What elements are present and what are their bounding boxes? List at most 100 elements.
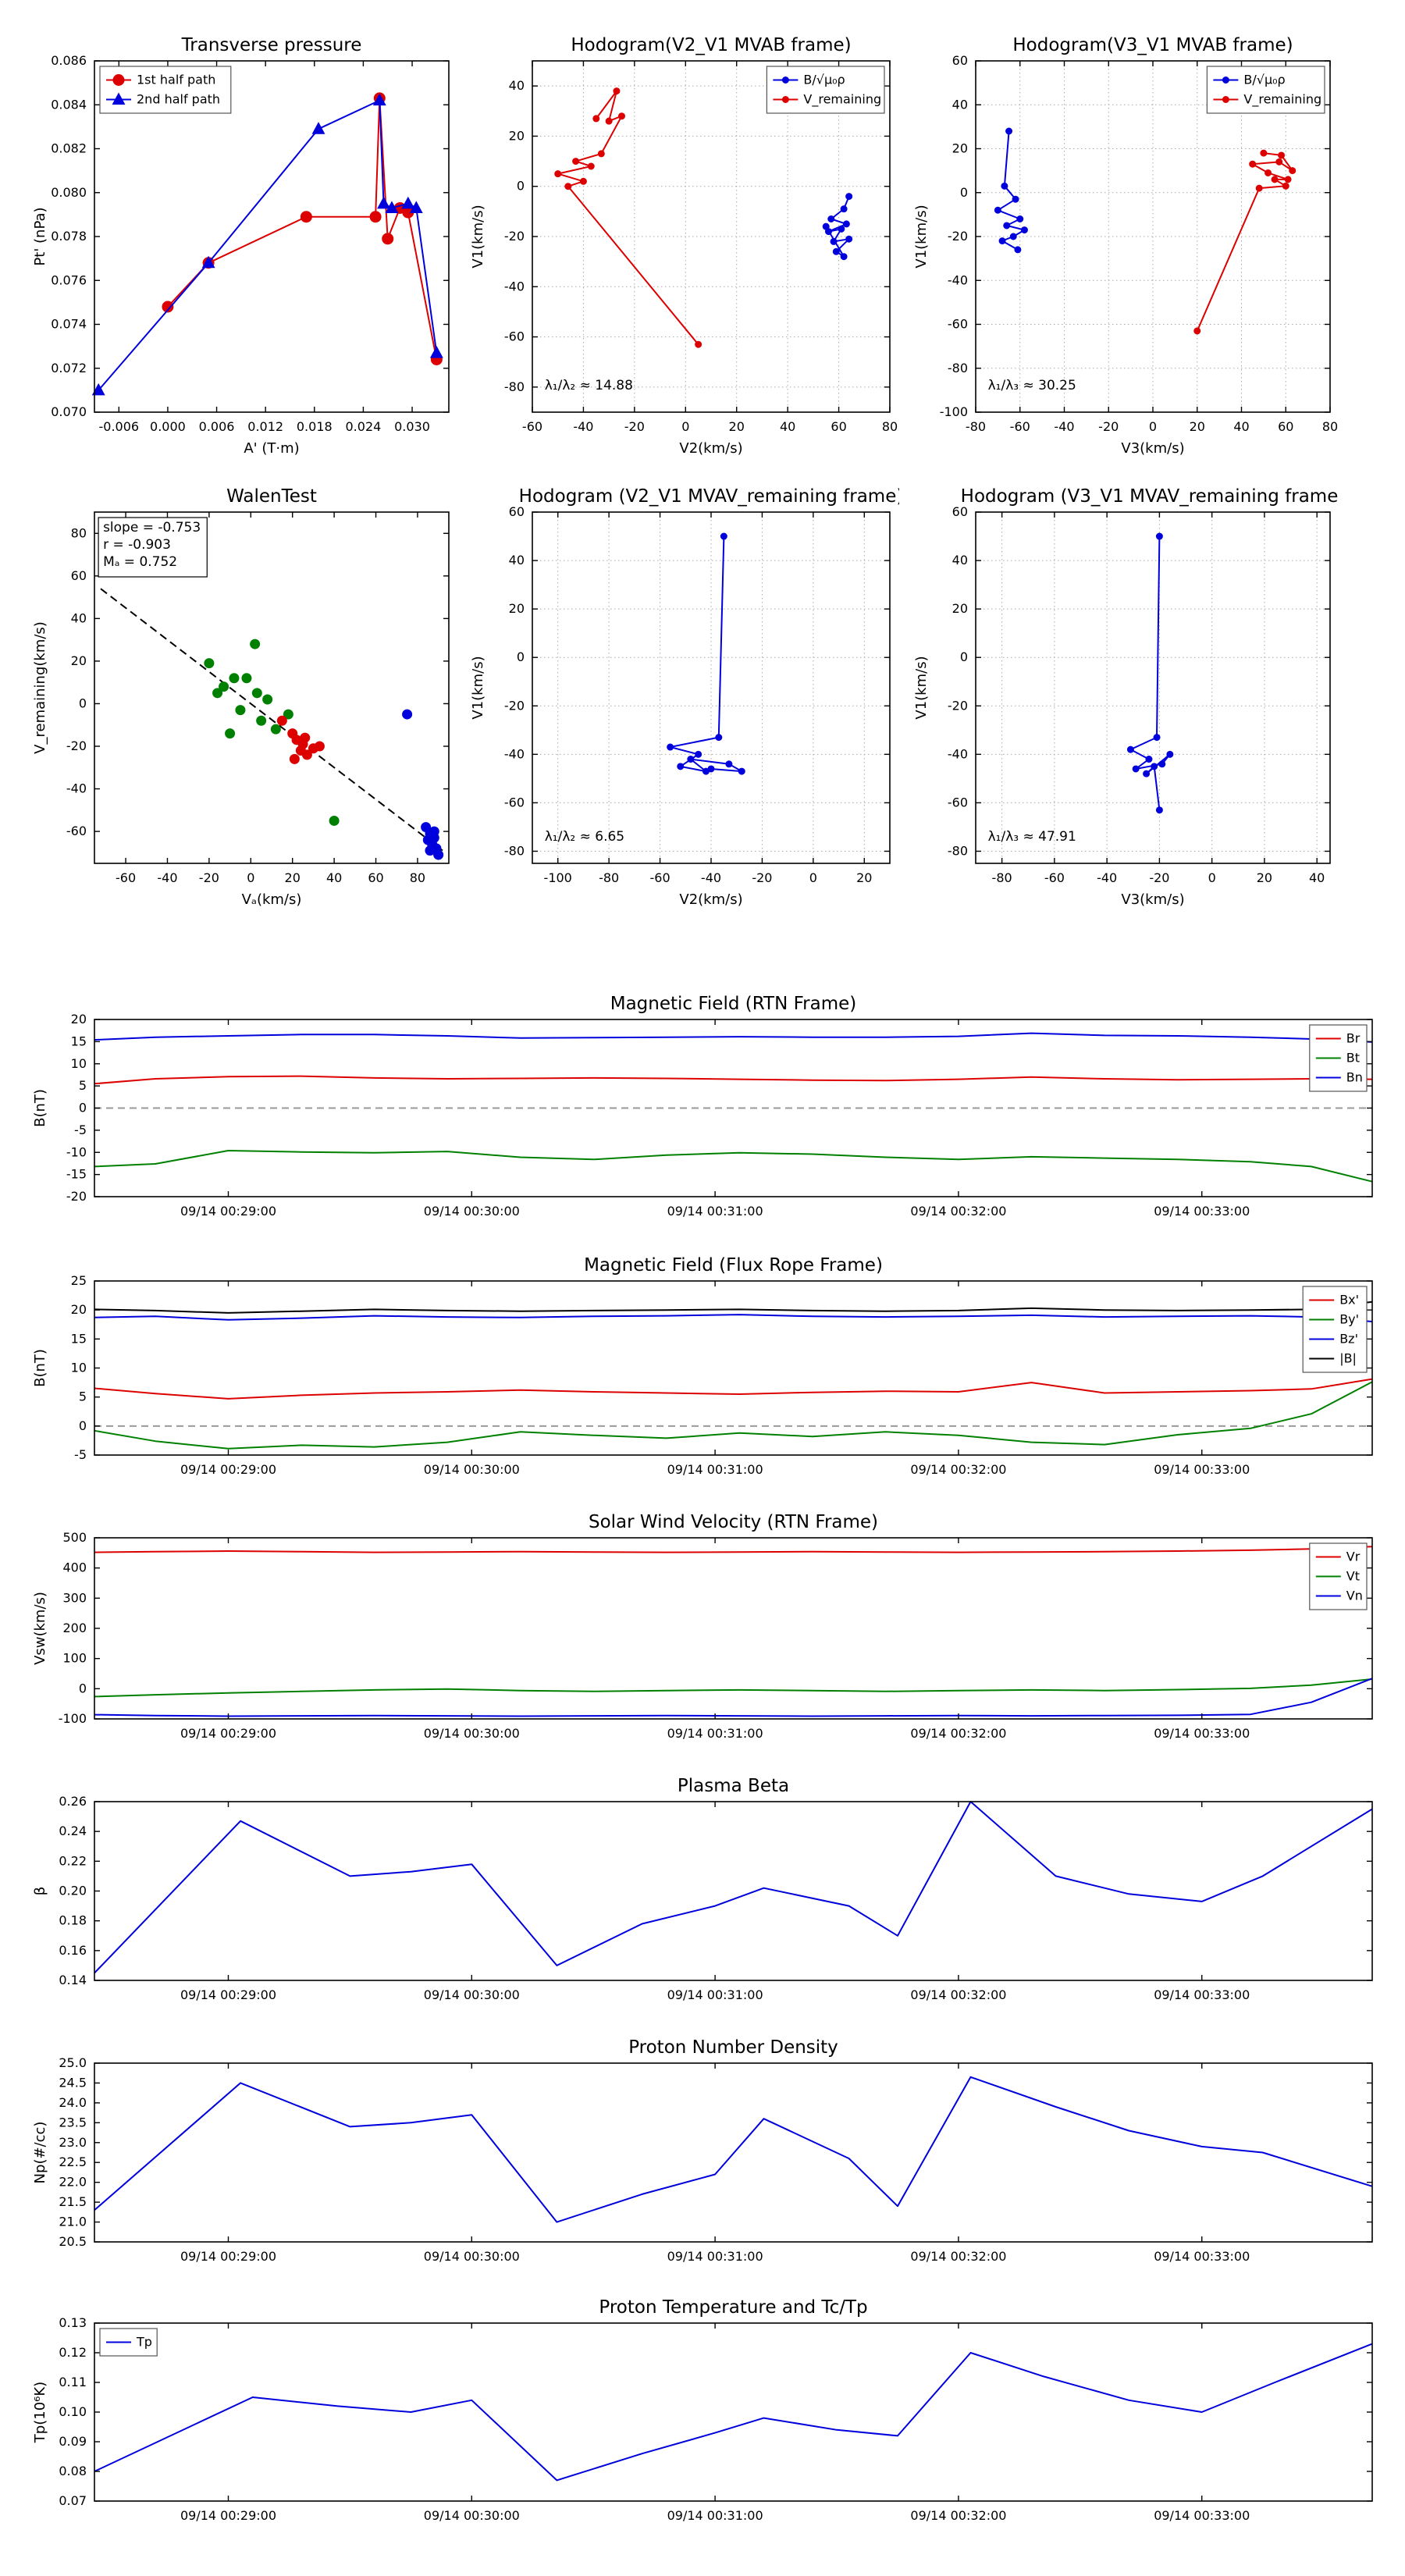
svg-text:V2(km/s): V2(km/s) bbox=[679, 891, 742, 908]
svg-text:Proton Temperature and Tc/Tp: Proton Temperature and Tc/Tp bbox=[599, 2297, 867, 2318]
svg-text:Vsw(km/s): Vsw(km/s) bbox=[32, 1592, 48, 1665]
walen-test-chart: -60 -40 -20 0 20 40 60 80 -60 -40 -20 0 20 40 60 80 Wale… bbox=[32, 486, 450, 908]
svg-text:B/√μ₀ρ: B/√μ₀ρ bbox=[803, 73, 845, 87]
svg-text:0: 0 bbox=[960, 185, 968, 200]
panel-hodogram-v2v1-mvab: -60 -40 -20 0 20 40 60 80 -80 -60 -40 -20 0 20 40 Hodog… bbox=[462, 26, 899, 463]
svg-text:09/14 00:30:00: 09/14 00:30:00 bbox=[424, 2508, 520, 2523]
svg-text:80: 80 bbox=[1322, 419, 1338, 434]
svg-text:Bt: Bt bbox=[1346, 1051, 1360, 1066]
hodogram-v2v1-mvab-chart: -60 -40 -20 0 20 40 60 80 -80 -60 -40 -20 0 20 40 Hodog… bbox=[470, 35, 898, 457]
svg-text:-80: -80 bbox=[966, 419, 986, 434]
svg-text:WalenTest: WalenTest bbox=[226, 486, 317, 507]
proton-density-chart: 09/14 00:29:00 09/14 00:30:00 09/14 00:31:… bbox=[32, 2037, 1373, 2264]
svg-text:V2(km/s): V2(km/s) bbox=[679, 440, 742, 457]
panel-proton-density: 09/14 00:29:00 09/14 00:30:00 09/14 00:31:… bbox=[24, 2032, 1384, 2277]
svg-text:09/14 00:31:00: 09/14 00:31:00 bbox=[667, 1987, 763, 2002]
svg-text:-40: -40 bbox=[504, 279, 525, 294]
svg-text:|B|: |B| bbox=[1339, 1351, 1357, 1366]
svg-text:20: 20 bbox=[729, 419, 745, 434]
svg-text:V1(km/s): V1(km/s) bbox=[913, 656, 930, 719]
svg-text:V3(km/s): V3(km/s) bbox=[1121, 891, 1184, 908]
svg-text:Vt: Vt bbox=[1346, 1569, 1360, 1584]
svg-text:Magnetic Field (Flux Rope Fram: Magnetic Field (Flux Rope Frame) bbox=[584, 1255, 883, 1276]
svg-text:0: 0 bbox=[1208, 870, 1216, 885]
svg-text:Pt' (nPa): Pt' (nPa) bbox=[32, 207, 48, 265]
svg-text:60: 60 bbox=[368, 870, 383, 885]
svg-text:Vn: Vn bbox=[1346, 1589, 1363, 1603]
svg-text:0.074: 0.074 bbox=[51, 317, 87, 332]
svg-text:25: 25 bbox=[71, 1273, 87, 1288]
svg-text:V1(km/s): V1(km/s) bbox=[470, 656, 486, 719]
svg-text:-40: -40 bbox=[66, 781, 87, 796]
svg-text:400: 400 bbox=[62, 1560, 87, 1575]
panel-walen-test: -60 -40 -20 0 20 40 60 80 -60 -40 -20 0 20 40 60 80 Wale… bbox=[24, 477, 458, 914]
svg-text:0.14: 0.14 bbox=[59, 1973, 87, 1987]
panel-magnetic-field-rtn: 09/14 00:29:00 09/14 00:30:00 09/14 00:31:… bbox=[24, 988, 1384, 1232]
svg-text:-80: -80 bbox=[948, 843, 968, 858]
svg-text:V1(km/s): V1(km/s) bbox=[470, 205, 486, 268]
svg-text:-80: -80 bbox=[599, 870, 619, 885]
svg-text:20: 20 bbox=[71, 1012, 87, 1026]
svg-text:0.084: 0.084 bbox=[51, 97, 87, 112]
svg-text:09/14 00:29:00: 09/14 00:29:00 bbox=[180, 1462, 276, 1477]
svg-text:60: 60 bbox=[831, 419, 846, 434]
svg-text:09/14 00:29:00: 09/14 00:29:00 bbox=[180, 2508, 276, 2523]
svg-text:0.078: 0.078 bbox=[51, 229, 87, 244]
svg-text:-60: -60 bbox=[522, 419, 542, 434]
svg-text:-5: -5 bbox=[74, 1447, 87, 1462]
svg-text:-60: -60 bbox=[504, 795, 525, 809]
svg-text:0: 0 bbox=[1149, 419, 1157, 434]
svg-text:10: 10 bbox=[71, 1056, 87, 1071]
svg-text:21.0: 21.0 bbox=[59, 2215, 87, 2229]
svg-text:09/14 00:30:00: 09/14 00:30:00 bbox=[424, 1987, 520, 2002]
svg-text:Br: Br bbox=[1346, 1031, 1361, 1046]
panel-hodogram-v2v1-mvav: -100 -80 -60 -40 -20 0 20 -80 -60 -40 -20 0 20 40 60 Ho… bbox=[462, 477, 899, 914]
svg-text:15: 15 bbox=[71, 1034, 87, 1048]
svg-text:-20: -20 bbox=[199, 870, 219, 885]
svg-text:Np(#/cc): Np(#/cc) bbox=[32, 2122, 48, 2184]
svg-text:-100: -100 bbox=[544, 870, 572, 885]
svg-text:0.20: 0.20 bbox=[59, 1884, 87, 1898]
svg-text:-20: -20 bbox=[66, 738, 87, 753]
svg-text:80: 80 bbox=[882, 419, 898, 434]
svg-text:-60: -60 bbox=[1044, 870, 1065, 885]
svg-text:V_remaining(km/s): V_remaining(km/s) bbox=[32, 621, 48, 754]
svg-text:09/14 00:32:00: 09/14 00:32:00 bbox=[910, 1204, 1006, 1219]
svg-text:-20: -20 bbox=[66, 1189, 87, 1204]
panel-magnetic-field-flux-rope: 09/14 00:29:00 09/14 00:30:00 09/14 00:31:… bbox=[24, 1250, 1384, 1490]
svg-text:20: 20 bbox=[856, 870, 872, 885]
svg-text:09/14 00:33:00: 09/14 00:33:00 bbox=[1154, 1987, 1250, 2002]
svg-text:09/14 00:32:00: 09/14 00:32:00 bbox=[910, 1987, 1006, 2002]
svg-text:40: 40 bbox=[780, 419, 795, 434]
svg-text:Bx': Bx' bbox=[1339, 1293, 1359, 1308]
svg-text:09/14 00:31:00: 09/14 00:31:00 bbox=[667, 2249, 763, 2264]
panel-hodogram-v3v1-mvab: -80 -60 -40 -20 0 20 40 60 80 -100 -80 -60 -40 -20 0 20… bbox=[905, 26, 1339, 463]
proton-temperature-chart: 09/14 00:29:00 09/14 00:30:00 09/14 00:31:… bbox=[32, 2297, 1373, 2523]
svg-text:0.18: 0.18 bbox=[59, 1913, 87, 1928]
svg-text:-40: -40 bbox=[573, 419, 593, 434]
svg-text:λ₁/λ₃ ≈ 47.91: λ₁/λ₃ ≈ 47.91 bbox=[988, 829, 1076, 845]
svg-text:0.018: 0.018 bbox=[297, 419, 333, 434]
svg-text:09/14 00:29:00: 09/14 00:29:00 bbox=[180, 1204, 276, 1219]
svg-text:β: β bbox=[32, 1887, 48, 1896]
svg-text:-20: -20 bbox=[1149, 870, 1169, 885]
svg-text:09/14 00:33:00: 09/14 00:33:00 bbox=[1154, 1204, 1250, 1219]
svg-text:A' (T·m): A' (T·m) bbox=[244, 440, 299, 457]
svg-text:-20: -20 bbox=[948, 229, 968, 244]
svg-text:Plasma Beta: Plasma Beta bbox=[678, 1776, 789, 1796]
svg-text:0.10: 0.10 bbox=[59, 2404, 87, 2419]
svg-text:-20: -20 bbox=[948, 698, 968, 713]
svg-text:200: 200 bbox=[62, 1621, 87, 1635]
svg-text:09/14 00:30:00: 09/14 00:30:00 bbox=[424, 1204, 520, 1219]
svg-text:-100: -100 bbox=[940, 404, 968, 419]
svg-text:09/14 00:33:00: 09/14 00:33:00 bbox=[1154, 2508, 1250, 2523]
svg-text:0.000: 0.000 bbox=[150, 419, 186, 434]
svg-text:B(nT): B(nT) bbox=[32, 1349, 48, 1387]
svg-text:09/14 00:31:00: 09/14 00:31:00 bbox=[667, 1462, 763, 1477]
svg-text:20: 20 bbox=[509, 601, 525, 616]
svg-text:60: 60 bbox=[71, 568, 87, 583]
svg-text:0: 0 bbox=[79, 1101, 87, 1115]
svg-text:09/14 00:31:00: 09/14 00:31:00 bbox=[667, 1726, 763, 1741]
svg-text:23.5: 23.5 bbox=[59, 2115, 87, 2129]
svg-text:-60: -60 bbox=[948, 795, 968, 809]
